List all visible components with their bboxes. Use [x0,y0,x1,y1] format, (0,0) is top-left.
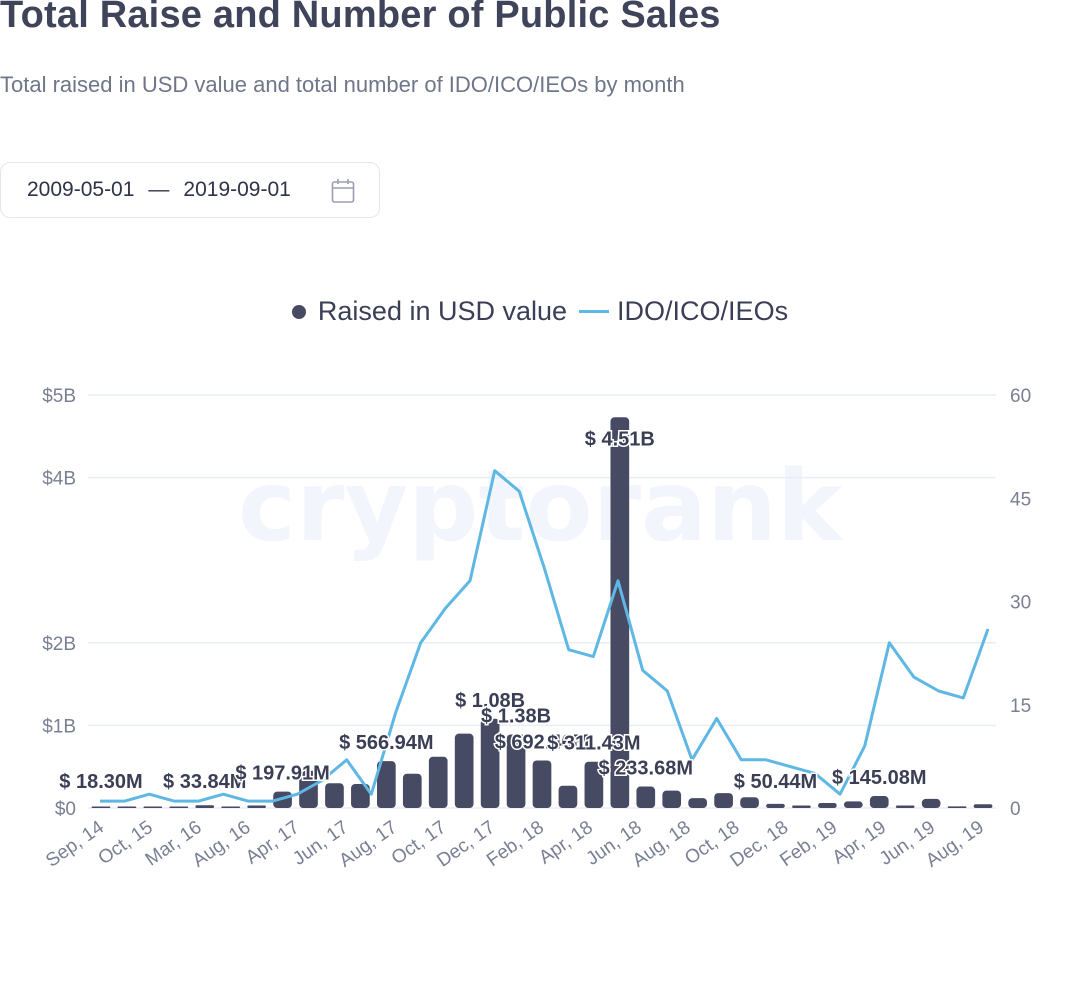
chart-legend: Raised in USD value IDO/ICO/IEOs [0,296,1080,327]
legend-label-raised: Raised in USD value [317,296,568,326]
y-left-tick-label: $2B [42,634,76,655]
chart-grid [88,394,996,809]
watermark: cryptorank [238,450,845,564]
data-label: $ 311.43M [547,733,640,755]
data-label: $ 197.91M [235,763,330,785]
bar [610,417,630,808]
bar [169,806,189,808]
data-label: $ 233.68M [599,758,694,780]
bar [91,806,111,808]
legend-dot-icon [291,304,306,319]
data-labels: $ 18.30M $ 33.84M$ 197.91M $ 566.94M $ 1.08… [58,427,928,795]
y-right-tick-label: 0 [1010,799,1021,820]
y-left-tick-label: $4B [42,469,76,490]
bar [688,798,707,808]
bar [247,805,266,808]
legend-item-sales[interactable]: IDO/ICO/IEOs [579,296,788,327]
bar [195,805,215,808]
bar [377,761,396,808]
bar [869,796,889,808]
bar [117,806,137,808]
y-left-tick-label: $5B [42,386,76,407]
bar [454,733,474,808]
y-left-tick-label: $1B [42,716,76,737]
bar [714,793,733,808]
bar [506,734,526,808]
bar [740,797,759,808]
bar [351,784,370,808]
data-label: $ 4.51B [585,428,655,450]
bar [532,760,552,808]
bar [973,804,993,808]
bar [792,805,811,808]
line-path [100,469,990,803]
bar [221,806,241,808]
x-tick-label: Feb, 18 [483,817,548,871]
y-right-tick-label: 45 [1010,489,1031,510]
bar [480,718,500,808]
bar [558,785,578,808]
bar [662,790,682,808]
bar [636,786,656,808]
line-series [100,469,990,803]
bar [818,803,837,808]
y-right-tick-label: 15 [1010,696,1031,717]
calendar-icon[interactable] [331,178,355,210]
data-label: $ 145.08M [832,767,927,789]
data-label: $ 50.44M [734,771,817,793]
date-range-start[interactable]: 2009-05-01 [27,178,135,201]
date-range-picker[interactable]: 2009-05-01 — 2019-09-01 [0,162,380,218]
y-axis-left: $0 $1B $2B $4B $5B [42,386,76,820]
y-axis-right: 0 15 30 45 60 [1010,386,1031,820]
bar [766,803,785,808]
bar-series [91,417,993,808]
page-subtitle: Total raised in USD value and total numb… [0,72,685,97]
data-label: $ 566.94M [339,732,434,754]
legend-item-raised[interactable]: Raised in USD value [291,296,568,327]
bar [402,773,422,808]
data-label: $ 33.84M [163,771,246,793]
legend-line-icon [579,310,610,313]
chart: cryptorank $0 $1B $2B $4B $5B 0 15 30 45 60 $ 18… [42,386,1031,872]
y-right-tick-label: 30 [1010,593,1031,614]
bar [143,806,163,808]
data-label: $ 1.08B [455,690,525,712]
y-right-tick-label: 60 [1010,386,1031,407]
bar [843,801,863,808]
x-tick-label: Sep, 14 [42,817,108,872]
date-range-separator: — [148,178,170,201]
bar [895,805,915,808]
bar [584,761,604,808]
bar [428,756,448,808]
x-tick-label: Feb, 19 [776,817,841,871]
data-label: $ 692.46M [495,732,590,754]
page-title: Total Raise and Number of Public Sales [0,0,721,36]
data-label: $ 18.30M [59,771,142,793]
data-label: $ 1.38B [481,705,551,727]
date-range-end[interactable]: 2019-09-01 [183,178,291,201]
legend-label-sales: IDO/ICO/IEOs [617,296,789,326]
bar [325,783,344,808]
bar [947,806,967,808]
bar [921,798,941,808]
y-left-tick-label: $0 [55,799,76,820]
